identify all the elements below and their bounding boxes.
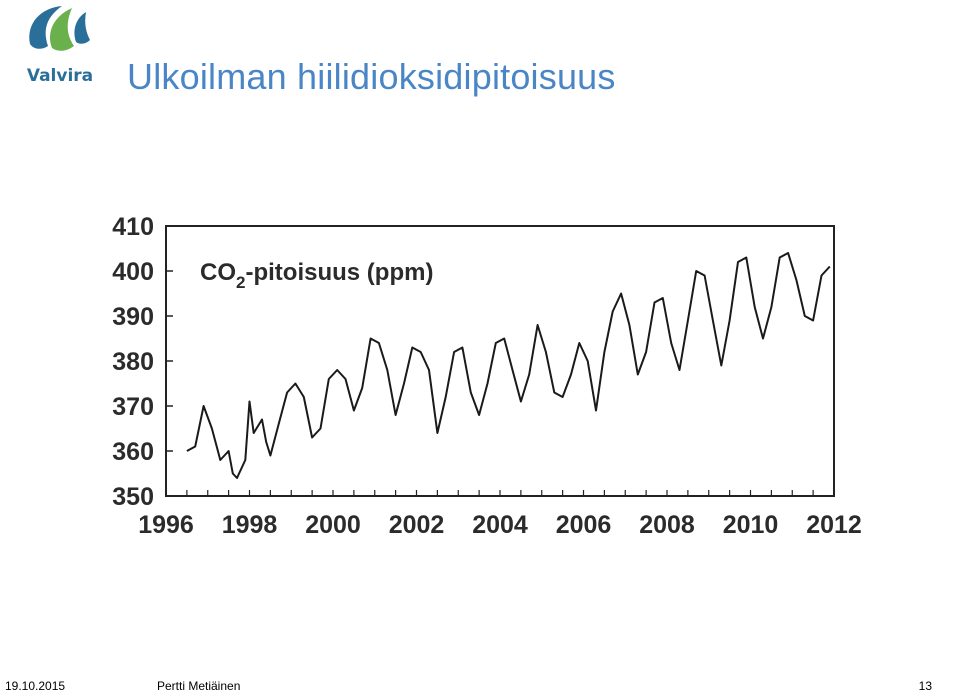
y-axis-ticks: 350 360 370 380 390 400 410 (112, 213, 173, 511)
y-tick-label-410: 410 (112, 213, 154, 241)
page-title: Ulkoilman hiilidioksidipitoisuus (127, 56, 616, 97)
x-tick-label-2004: 2004 (472, 511, 528, 539)
leaf-swoosh-icon (29, 6, 90, 51)
x-axis-ticks: 1996 1998 2000 2002 2004 2006 2008 2010 2012 (138, 490, 862, 539)
x-tick-label-2006: 2006 (556, 511, 612, 539)
chart-title: CO2-pitoisuus (ppm) (200, 259, 433, 292)
x-tick-label-2010: 2010 (723, 511, 779, 539)
co2-line-chart: CO2-pitoisuus (ppm) 350 360 370 380 390 400 41… (112, 213, 862, 539)
y-tick-label-400: 400 (112, 258, 154, 286)
co2-series-line (186, 252, 831, 479)
logo-text: Valvira (26, 66, 94, 86)
y-tick-label-380: 380 (112, 348, 154, 376)
x-tick-label-1996: 1996 (138, 511, 194, 539)
valvira-logo: Valvira (22, 2, 98, 94)
x-tick-label-2002: 2002 (389, 511, 445, 539)
x-tick-label-2008: 2008 (639, 511, 695, 539)
y-tick-label-370: 370 (112, 393, 154, 421)
footer-author: Pertti Metiäinen (157, 679, 241, 693)
x-tick-label-2000: 2000 (305, 511, 361, 539)
footer-date: 19.10.2015 (5, 679, 66, 693)
y-tick-label-390: 390 (112, 303, 154, 331)
co2-chart: CO2-pitoisuus (ppm) 350 360 370 380 390 400 41… (100, 205, 880, 555)
x-tick-label-2012: 2012 (806, 511, 862, 539)
y-tick-label-350: 350 (112, 483, 154, 511)
x-tick-label-1998: 1998 (222, 511, 278, 539)
y-tick-label-360: 360 (112, 438, 154, 466)
page-number: 13 (918, 679, 932, 693)
